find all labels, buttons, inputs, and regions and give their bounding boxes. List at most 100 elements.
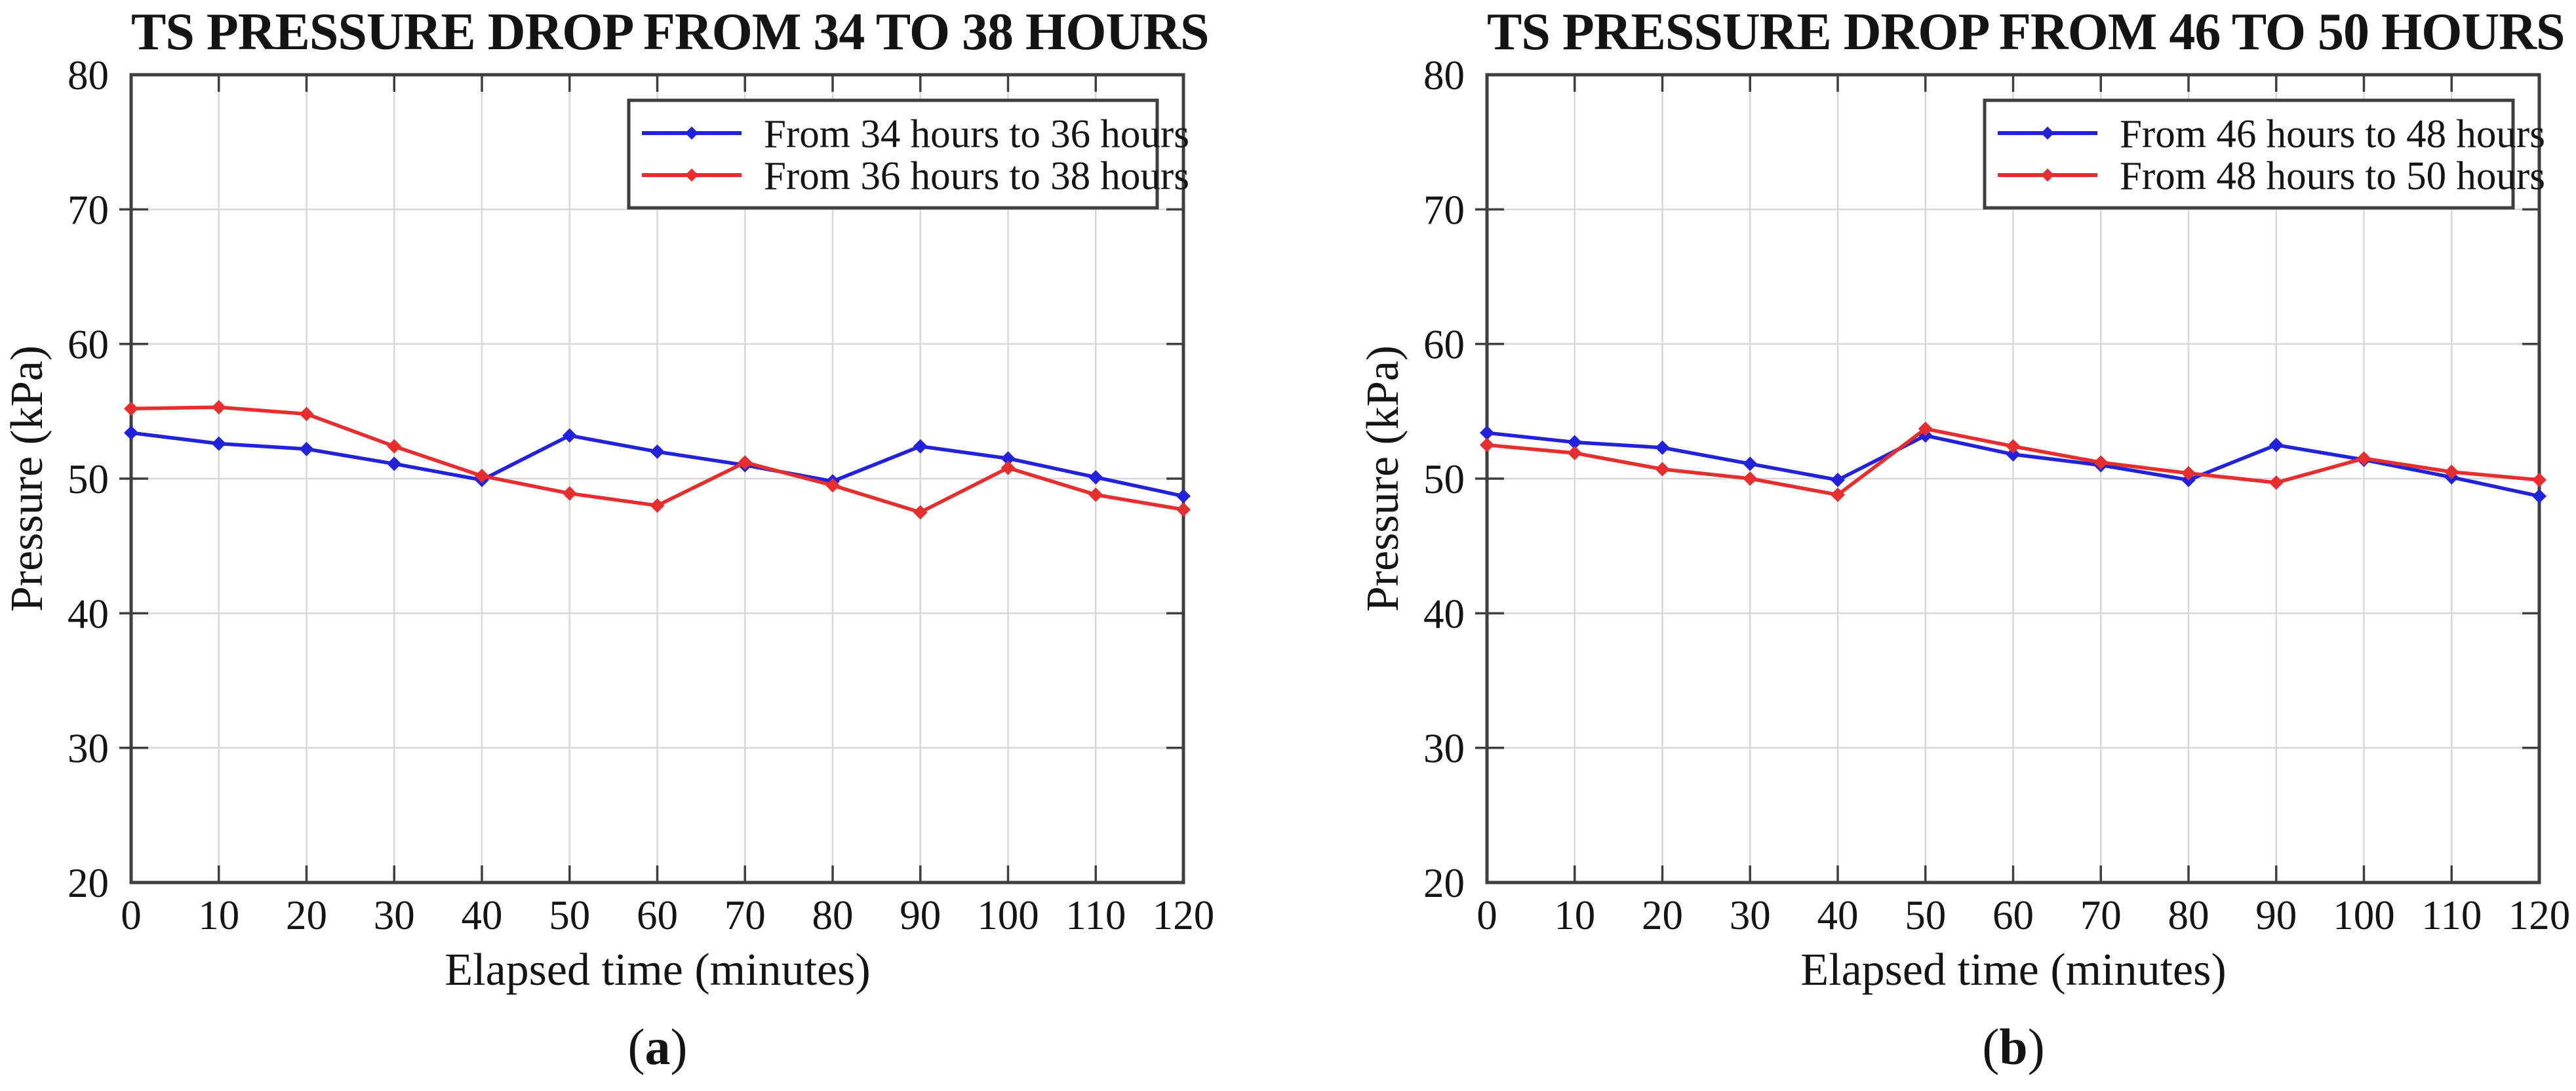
- x-tick-label: 110: [2421, 892, 2482, 938]
- data-point-marker: [1831, 473, 1845, 488]
- x-tick-label: 60: [637, 892, 678, 938]
- legend-label: From 46 hours to 48 hours: [2120, 112, 2545, 156]
- x-tick-label: 90: [2255, 892, 2297, 938]
- x-tick-label: 70: [2080, 892, 2122, 938]
- data-point-marker: [2269, 475, 2284, 490]
- legend-box: [627, 98, 1159, 210]
- y-tick-label: 20: [68, 860, 109, 906]
- caption-paren: ): [2027, 1018, 2045, 1075]
- caption-paren: ): [670, 1018, 688, 1075]
- data-point-marker: [211, 400, 226, 415]
- x-tick-label: 50: [549, 892, 590, 938]
- legend-label: From 36 hours to 38 hours: [764, 154, 1189, 198]
- x-tick-label: 0: [1476, 892, 1497, 938]
- y-tick-label: 60: [1423, 322, 1465, 368]
- x-tick-label: 40: [1817, 892, 1859, 938]
- data-point-marker: [2532, 473, 2546, 488]
- x-axis-label: Elapsed time (minutes): [445, 945, 871, 995]
- data-point-marker: [124, 401, 138, 416]
- data-point-marker: [2532, 488, 2546, 504]
- plot-area: 0 10 20 30 40 50 60 70 80 90 100 110 120 20 30 40 50 60 70…: [68, 52, 1215, 938]
- data-point-marker: [562, 428, 577, 443]
- data-point-marker: [913, 505, 928, 520]
- x-tick-label: 30: [1730, 892, 1771, 938]
- legend-marker: [2041, 127, 2054, 140]
- y-tick-label: 30: [68, 726, 109, 772]
- data-point-marker: [1001, 451, 1016, 466]
- x-tick-label: 70: [724, 892, 766, 938]
- legend-marker: [685, 127, 698, 140]
- data-point-marker: [299, 407, 314, 422]
- data-point-marker: [1567, 445, 1582, 460]
- caption-paren: (: [627, 1018, 645, 1075]
- chart-title: TS PRESSURE DROP FROM 34 TO 38 HOURS: [131, 3, 1210, 61]
- subfigure-caption: (a): [131, 1018, 1184, 1077]
- data-point-marker: [650, 498, 665, 513]
- x-tick-label: 0: [121, 892, 142, 938]
- data-point-marker: [1176, 502, 1191, 517]
- data-point-marker: [2006, 439, 2021, 454]
- legend-box: [1983, 98, 2515, 210]
- y-tick-label: 60: [68, 322, 109, 368]
- y-tick-label: 80: [1423, 52, 1465, 98]
- plot-area: 0 10 20 30 40 50 60 70 80 90 100 110 120 20 30 40 50 60 70…: [1423, 52, 2570, 938]
- x-axis-label: Elapsed time (minutes): [1800, 945, 2227, 995]
- data-point-marker: [1088, 469, 1103, 485]
- x-tick-label: 120: [1153, 892, 1215, 938]
- caption-paren: (: [1982, 1018, 2000, 1075]
- chart-title: TS PRESSURE DROP FROM 46 TO 50 HOURS: [1487, 3, 2566, 61]
- data-point-marker: [2444, 464, 2459, 479]
- data-point-marker: [1480, 426, 1494, 441]
- caption-letter: b: [1999, 1018, 2028, 1075]
- x-tick-label: 100: [977, 892, 1039, 938]
- y-tick-label: 80: [68, 52, 109, 98]
- x-tick-label: 40: [462, 892, 503, 938]
- caption-letter: a: [644, 1018, 671, 1075]
- data-point-marker: [1480, 437, 1494, 452]
- y-tick-label: 70: [68, 187, 109, 233]
- x-tick-label: 110: [1065, 892, 1126, 938]
- legend-label: From 34 hours to 36 hours: [764, 112, 1189, 156]
- x-tick-label: 100: [2333, 892, 2395, 938]
- data-point-marker: [1567, 435, 1582, 450]
- x-tick-label: 20: [1642, 892, 1683, 938]
- data-point-marker: [1655, 440, 1670, 455]
- data-point-marker: [1001, 460, 1016, 475]
- data-point-marker: [299, 441, 314, 456]
- y-tick-label: 30: [1423, 726, 1465, 772]
- x-tick-label: 50: [1905, 892, 1946, 938]
- chart-panel-a: TS PRESSURE DROP FROM 34 TO 38 HOURS Pre…: [0, 0, 1233, 1091]
- data-point-marker: [1743, 471, 1758, 486]
- data-point-marker: [2269, 437, 2284, 452]
- data-point-marker: [475, 468, 489, 483]
- data-point-marker: [825, 478, 840, 493]
- data-point-marker: [2006, 447, 2021, 462]
- x-tick-label: 10: [1554, 892, 1595, 938]
- data-point-marker: [387, 456, 402, 471]
- y-tick-label: 50: [1423, 456, 1465, 502]
- x-tick-label: 80: [812, 892, 854, 938]
- data-point-marker: [1918, 422, 1933, 437]
- x-tick-label: 80: [2168, 892, 2209, 938]
- data-point-marker: [1655, 462, 1670, 477]
- y-tick-label: 50: [68, 456, 109, 502]
- x-tick-label: 90: [900, 892, 941, 938]
- legend-marker: [2041, 169, 2054, 182]
- data-point-marker: [1176, 488, 1191, 504]
- data-point-marker: [387, 439, 402, 454]
- x-tick-label: 60: [1992, 892, 2034, 938]
- legend-label: From 48 hours to 50 hours: [2120, 154, 2545, 198]
- data-point-marker: [738, 455, 753, 470]
- data-point-marker: [1831, 487, 1845, 502]
- data-point-marker: [913, 439, 928, 454]
- data-point-marker: [1088, 487, 1103, 502]
- data-point-marker: [2356, 451, 2371, 466]
- chart-panel-b: TS PRESSURE DROP FROM 46 TO 50 HOURS Pre…: [1356, 0, 2576, 1091]
- data-point-marker: [650, 444, 665, 459]
- subfigure-caption: (b): [1487, 1018, 2540, 1077]
- data-point-marker: [562, 486, 577, 501]
- x-tick-label: 30: [374, 892, 415, 938]
- data-point-marker: [2093, 455, 2109, 470]
- data-point-marker: [1743, 456, 1758, 471]
